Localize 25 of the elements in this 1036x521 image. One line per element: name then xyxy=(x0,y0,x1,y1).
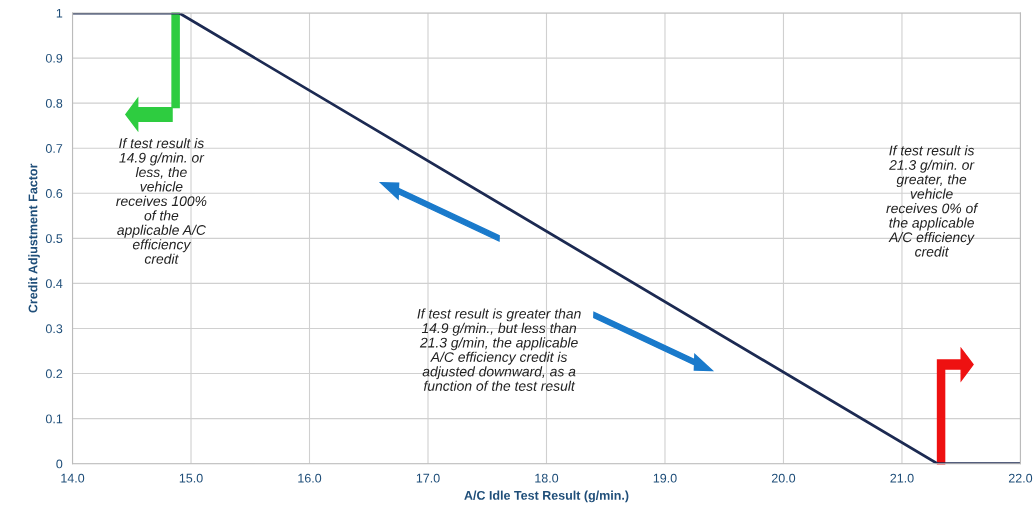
x-tick-label: 14.0 xyxy=(61,473,85,483)
y-tick-label: 0.1 xyxy=(45,414,63,424)
y-tick-label: 0.9 xyxy=(45,53,63,63)
y-tick-label: 0 xyxy=(56,459,63,469)
text: If test result is 14.9 g/min. or less, the vehicle receives 100% of the applicable A/C efficiency credit xyxy=(116,138,207,264)
x-axis-title: A/C Idle Test Result (g/min.) xyxy=(464,490,629,503)
y-tick-label: 1 xyxy=(56,8,63,18)
y-tick-label: 0.6 xyxy=(45,189,63,198)
x-tick-label: 22.0 xyxy=(1008,473,1033,483)
x-tick-label: 17.0 xyxy=(416,473,440,483)
y-tick-label: 0.5 xyxy=(45,234,63,244)
y-tick-label: 0.7 xyxy=(45,144,63,153)
y-axis-title: Credit Adjustment Factor xyxy=(28,163,40,313)
x-tick-label: 18.0 xyxy=(535,473,559,483)
x-tick-label: 15.0 xyxy=(179,473,203,483)
x-tick-label: 21.0 xyxy=(890,473,914,483)
y-tick-label: 0.4 xyxy=(45,279,63,289)
x-tick-label: 20.0 xyxy=(771,473,796,483)
x-tick-label: 16.0 xyxy=(298,473,322,483)
x-tick-label: 19.0 xyxy=(653,473,677,483)
annotation: If test result is greater than 14.9 g/min., but less than 21.3 g/min, the applicable A/C efficiency credit is adjusted downward, as a function of the test result xyxy=(417,308,581,391)
y-tick-label: 0.2 xyxy=(45,369,63,379)
y-tick-label: 0.3 xyxy=(45,324,63,334)
annotation: If test result is 21.3 g/min. or greater, the vehicle receives 0% of the applicable A/C efficiency credit xyxy=(886,145,979,257)
y-tick-label: 0.8 xyxy=(45,98,63,108)
